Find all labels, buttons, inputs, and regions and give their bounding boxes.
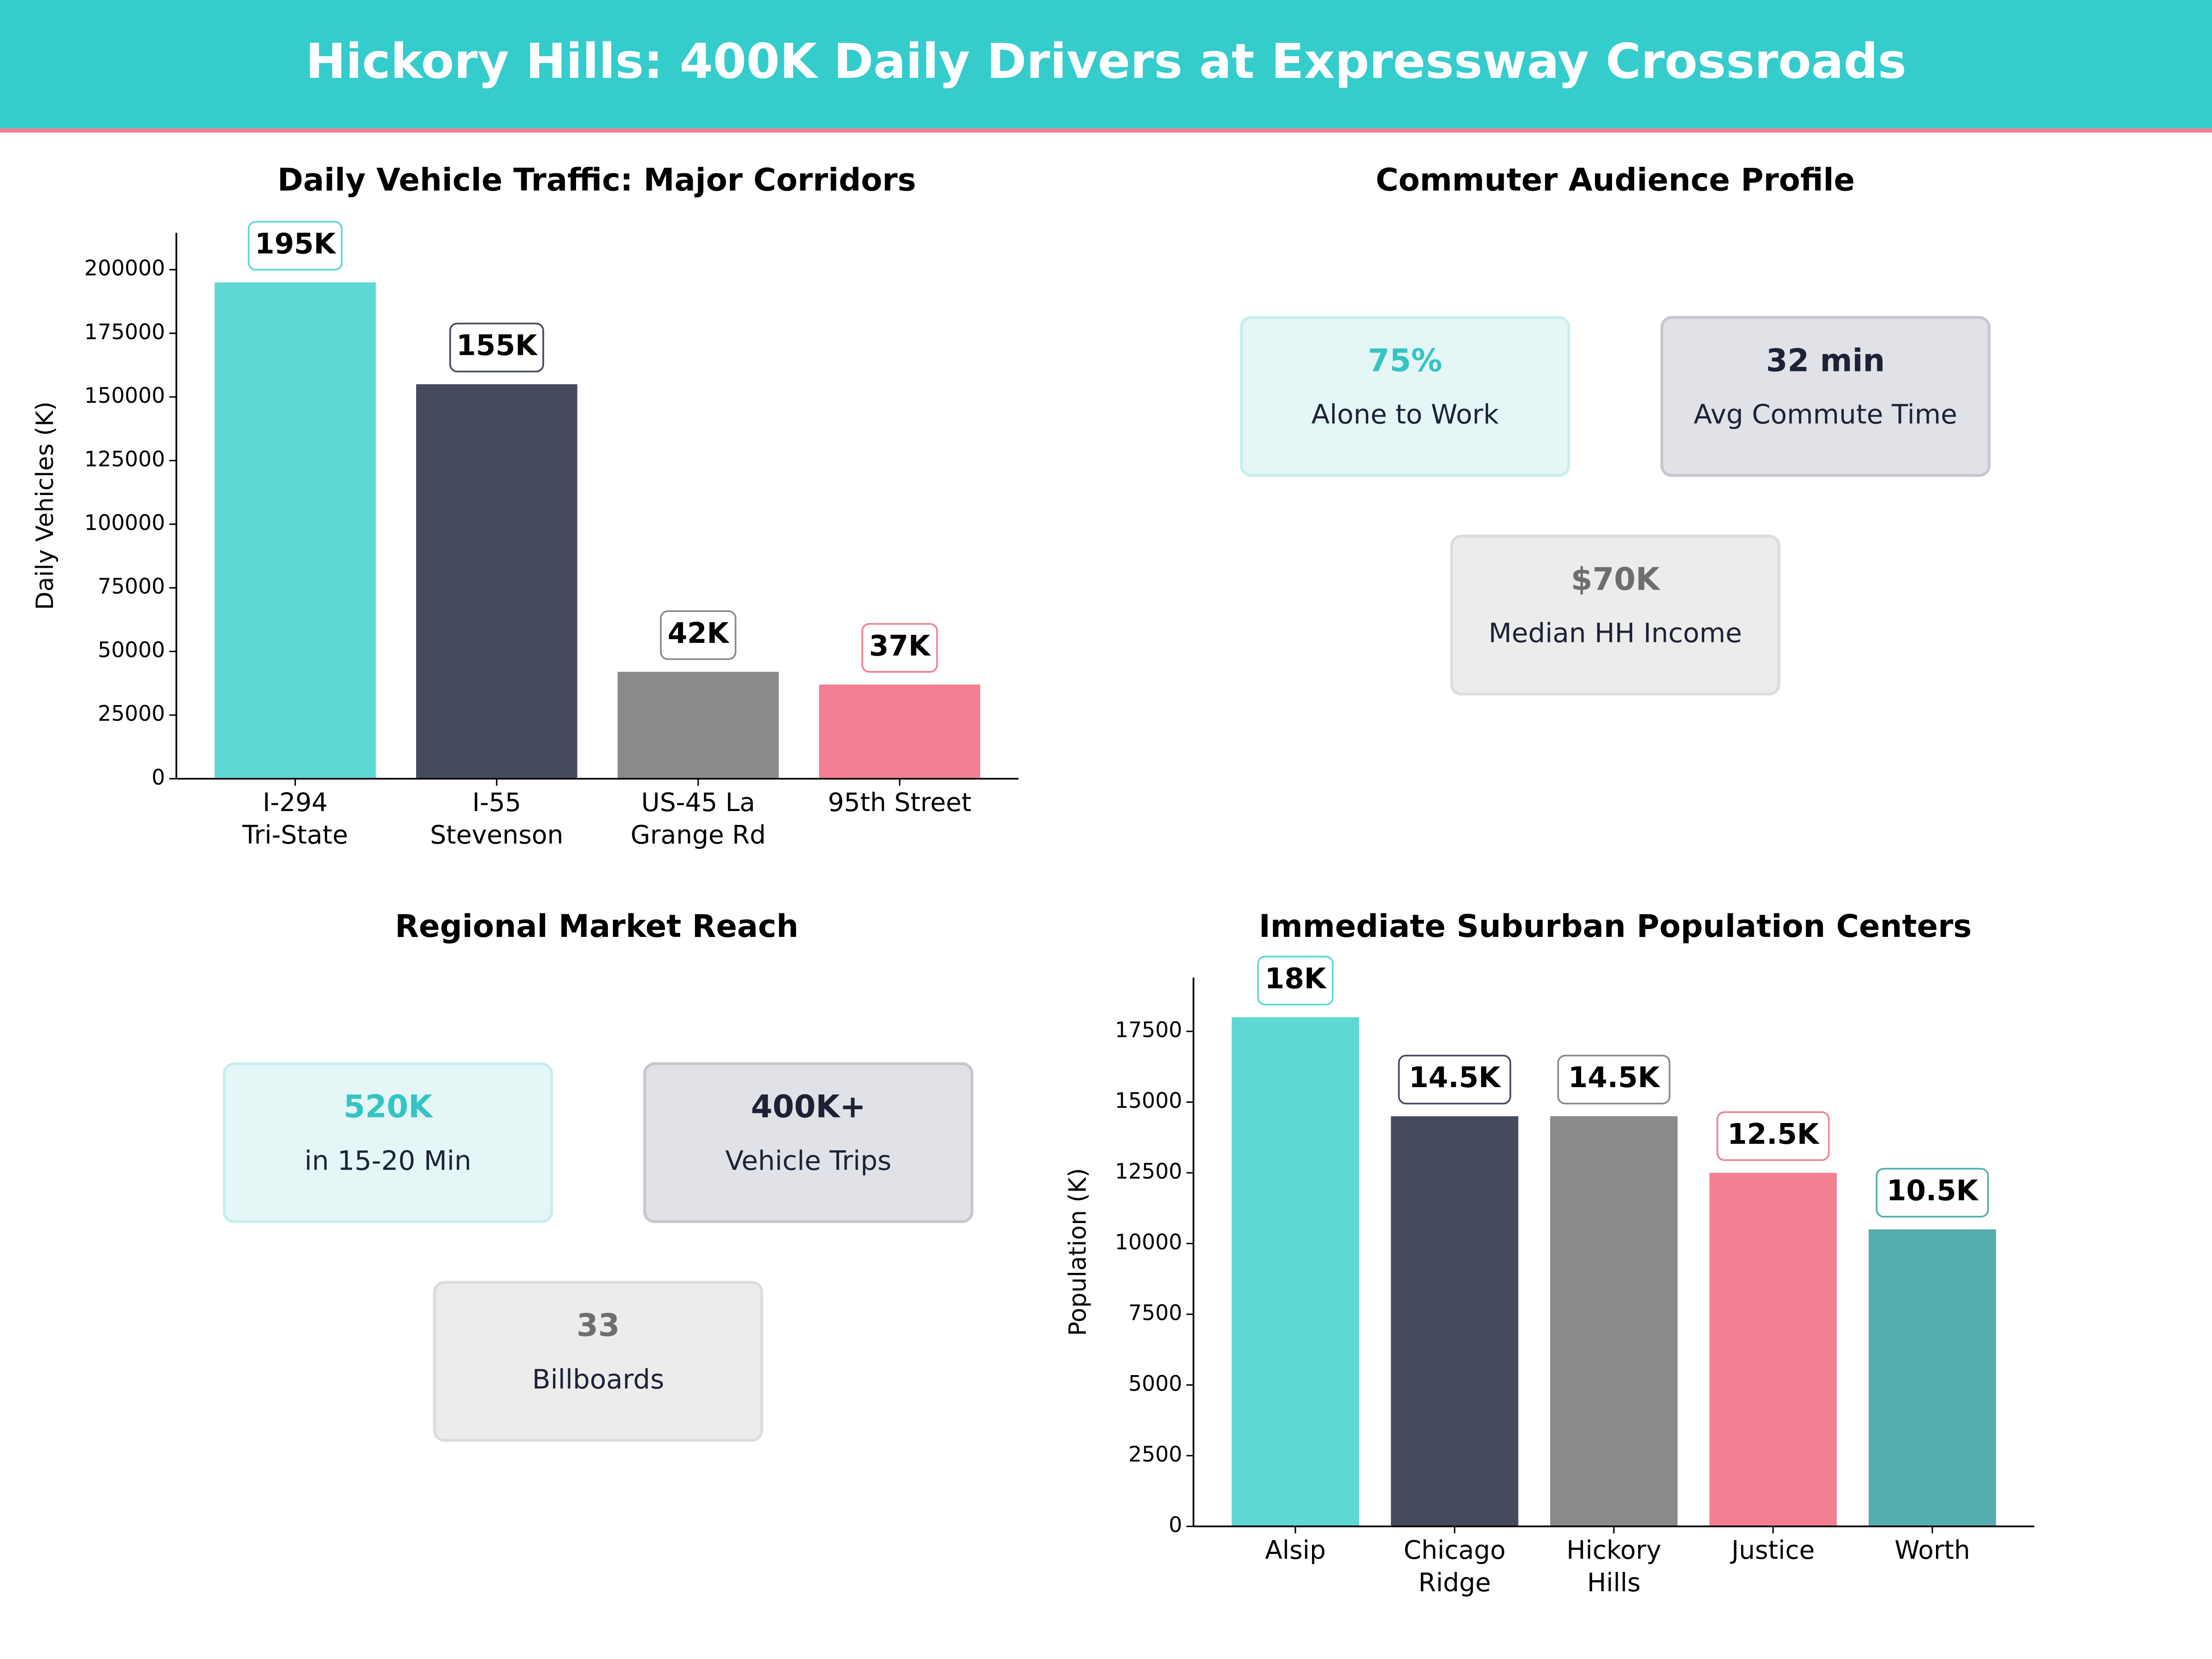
bar xyxy=(618,671,779,779)
value-label: 14.5K xyxy=(1409,1061,1501,1094)
value-label-box xyxy=(861,623,938,673)
x-tick-label: 95th Street xyxy=(828,788,971,817)
x-tick-label: I-55 Stevenson xyxy=(430,788,563,849)
y-tick-label: 17500 xyxy=(1115,1018,1182,1042)
x-tick-label: Chicago Ridge xyxy=(1404,1535,1506,1597)
bar xyxy=(1231,1017,1359,1527)
header-bar xyxy=(0,0,2212,129)
y-tick-label: 2500 xyxy=(1128,1441,1182,1466)
y-tick-label: 125000 xyxy=(84,447,165,471)
x-tick-label: I-294 Tri-State xyxy=(242,788,348,849)
y-tick-label: 25000 xyxy=(98,701,165,726)
stat-value: 75% xyxy=(1368,342,1442,378)
value-label: 37K xyxy=(869,629,931,662)
value-label-box xyxy=(1557,1054,1671,1105)
stat-card xyxy=(1660,316,1991,477)
stat-label: in 15-20 Min xyxy=(305,1145,471,1177)
stat-value: 33 xyxy=(577,1307,620,1343)
header-rule xyxy=(0,128,2212,133)
x-tick-label: Hickory Hills xyxy=(1566,1535,1661,1597)
stat-label: Alone to Work xyxy=(1312,399,1499,430)
y-tick-label: 75000 xyxy=(98,574,165,599)
chart-title: Immediate Suburban Population Centers xyxy=(1259,908,1972,944)
bar xyxy=(416,384,577,779)
value-label-box xyxy=(449,323,544,373)
value-label: 12.5K xyxy=(1727,1118,1820,1151)
value-label: 18K xyxy=(1265,962,1327,995)
y-tick-label: 50000 xyxy=(98,637,165,662)
bar xyxy=(1709,1172,1837,1527)
value-label-box xyxy=(1716,1111,1830,1161)
chart-title: Daily Vehicle Traffic: Major Corridors xyxy=(277,161,916,198)
y-tick-label: 200000 xyxy=(84,256,165,281)
panel-title: Commuter Audience Profile xyxy=(1376,161,1855,198)
page-title: Hickory Hills: 400K Daily Drivers at Exp… xyxy=(306,33,1906,89)
y-axis-label: Population (K) xyxy=(1064,1168,1092,1336)
stat-value: $70K xyxy=(1571,561,1661,597)
stat-label: Billboards xyxy=(532,1364,665,1395)
x-tick-label: Alsip xyxy=(1265,1535,1326,1565)
y-tick-label: 5000 xyxy=(1128,1371,1182,1396)
bar xyxy=(1868,1229,1996,1527)
panel-title: Regional Market Reach xyxy=(395,908,799,944)
value-label-box xyxy=(1398,1054,1512,1105)
bar xyxy=(1550,1116,1678,1527)
stat-card xyxy=(223,1062,553,1224)
y-tick-label: 7500 xyxy=(1128,1300,1182,1325)
stat-card xyxy=(643,1062,974,1224)
value-label: 195K xyxy=(255,228,337,260)
x-tick-label: Worth xyxy=(1894,1535,1970,1565)
y-tick-label: 175000 xyxy=(84,319,165,344)
stat-label: Median HH Income xyxy=(1488,618,1742,649)
stat-value: 32 min xyxy=(1766,342,1885,378)
x-tick-label: US-45 La Grange Rd xyxy=(630,788,766,849)
y-axis-label: Daily Vehicles (K) xyxy=(31,401,59,610)
value-label-box xyxy=(247,221,343,271)
y-tick-label: 10000 xyxy=(1115,1230,1182,1254)
value-label: 42K xyxy=(668,617,730,650)
value-label-box xyxy=(1876,1168,1989,1218)
y-tick-label: 0 xyxy=(152,765,165,789)
bar xyxy=(214,282,376,779)
value-label: 155K xyxy=(456,329,538,362)
y-tick-label: 12500 xyxy=(1115,1159,1182,1183)
stat-card xyxy=(433,1281,764,1442)
stat-card xyxy=(1450,535,1781,696)
value-label-box xyxy=(660,610,736,660)
y-tick-label: 0 xyxy=(1169,1512,1182,1537)
bar xyxy=(1391,1116,1518,1527)
stat-value: 520K xyxy=(343,1088,434,1125)
x-tick-label: Justice xyxy=(1730,1535,1815,1565)
bar xyxy=(819,684,981,779)
y-tick-label: 15000 xyxy=(1115,1088,1182,1113)
stat-card xyxy=(1240,316,1571,477)
stat-label: Avg Commute Time xyxy=(1694,399,1957,430)
value-label: 10.5K xyxy=(1887,1175,1979,1207)
stat-value: 400K+ xyxy=(751,1088,866,1125)
y-tick-label: 100000 xyxy=(84,510,165,535)
stat-label: Vehicle Trips xyxy=(725,1145,892,1177)
value-label: 14.5K xyxy=(1568,1061,1661,1094)
value-label-box xyxy=(1257,955,1334,1006)
y-tick-label: 150000 xyxy=(84,383,165,408)
